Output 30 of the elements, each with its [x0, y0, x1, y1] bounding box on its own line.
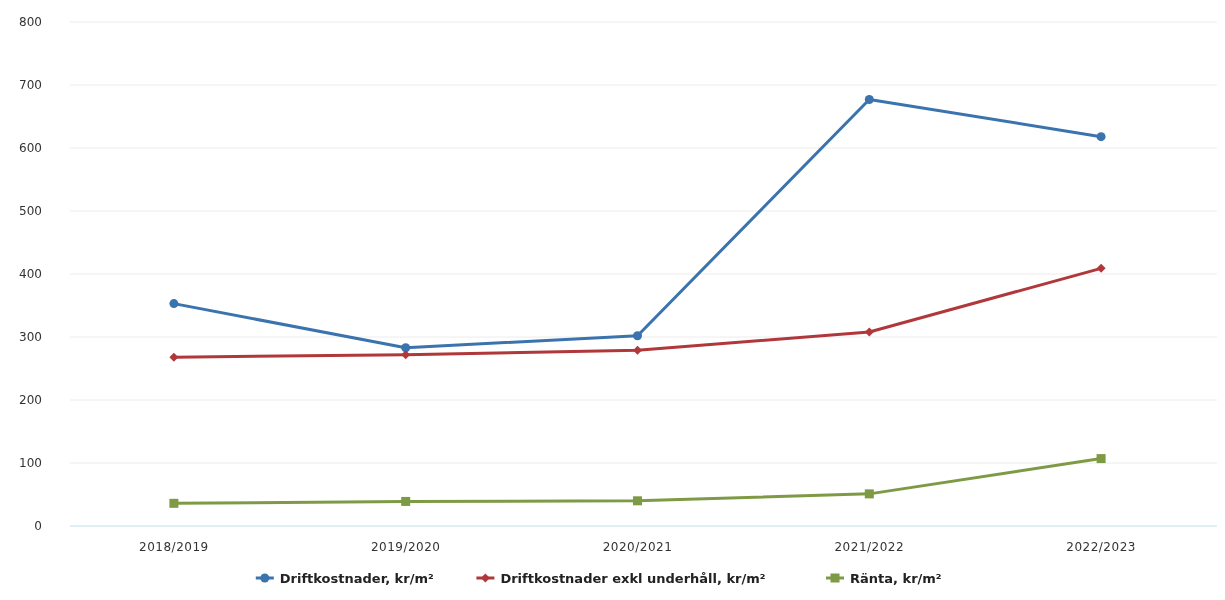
- point: [401, 496, 411, 506]
- y-tick-label: 800: [19, 15, 42, 30]
- y-tick-label: 400: [19, 267, 42, 282]
- x-tick-label: 2021/2022: [834, 540, 905, 554]
- point: [633, 345, 642, 355]
- y-tick-label: 100: [19, 456, 42, 471]
- y-tick-label: 600: [19, 141, 42, 156]
- point: [169, 352, 179, 362]
- point: [1096, 263, 1106, 273]
- y-tick-label: 500: [19, 204, 42, 219]
- point: [633, 496, 642, 506]
- y-tick-label: 700: [19, 78, 42, 93]
- point: [864, 489, 874, 499]
- point: [1096, 454, 1106, 464]
- x-tick-label: 2019/2020: [370, 540, 441, 554]
- point: [633, 331, 642, 341]
- legend-label: Driftkostnader, kr/m²: [279, 570, 434, 586]
- x-tick-label: 2022/2023: [1066, 540, 1136, 554]
- y-tick-label: 200: [19, 393, 42, 408]
- point: [401, 343, 411, 353]
- x-tick-label: 2018/2019: [139, 540, 209, 554]
- legend-label: Ränta, kr/m²: [850, 570, 942, 586]
- point: [169, 498, 179, 508]
- x-tick-label: 2020/2021: [602, 540, 673, 554]
- point: [169, 299, 179, 309]
- legend-label: Driftkostnader exkl underhåll, kr/m²: [500, 570, 766, 586]
- point: [1096, 132, 1106, 142]
- y-tick-label: 0: [34, 519, 42, 534]
- point: [864, 94, 874, 104]
- y-tick-label: 300: [19, 330, 42, 345]
